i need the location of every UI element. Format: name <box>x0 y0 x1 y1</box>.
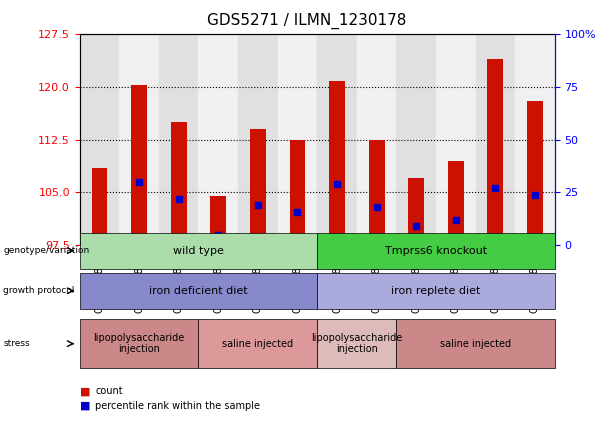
Text: saline injected: saline injected <box>440 339 511 349</box>
Bar <box>527 101 543 245</box>
Text: genotype/variation: genotype/variation <box>3 246 89 255</box>
Text: GDS5271 / ILMN_1230178: GDS5271 / ILMN_1230178 <box>207 13 406 29</box>
Bar <box>476 34 515 245</box>
Text: Tmprss6 knockout: Tmprss6 knockout <box>385 246 487 255</box>
Bar <box>487 58 503 245</box>
Text: iron deficient diet: iron deficient diet <box>149 286 248 296</box>
Bar <box>368 140 384 245</box>
Bar <box>80 34 120 245</box>
Bar <box>408 179 424 245</box>
Bar <box>329 81 345 245</box>
Bar <box>131 85 147 245</box>
Bar <box>159 34 199 245</box>
Text: percentile rank within the sample: percentile rank within the sample <box>95 401 260 411</box>
Bar <box>515 34 555 245</box>
Text: saline injected: saline injected <box>223 339 294 349</box>
Bar <box>210 196 226 245</box>
Text: growth protocol: growth protocol <box>3 286 74 295</box>
Bar <box>397 34 436 245</box>
Bar <box>318 34 357 245</box>
Text: stress: stress <box>3 339 29 348</box>
Text: lipopolysaccharide
injection: lipopolysaccharide injection <box>311 333 403 354</box>
Bar <box>250 129 266 245</box>
Text: ■: ■ <box>80 401 90 411</box>
Bar <box>357 34 397 245</box>
Text: ■: ■ <box>80 386 90 396</box>
Text: count: count <box>95 386 123 396</box>
Bar <box>91 168 107 245</box>
Text: iron replete diet: iron replete diet <box>391 286 481 296</box>
Bar <box>120 34 159 245</box>
Bar <box>171 122 186 245</box>
Text: wild type: wild type <box>173 246 224 255</box>
Text: lipopolysaccharide
injection: lipopolysaccharide injection <box>93 333 185 354</box>
Bar <box>238 34 278 245</box>
Bar <box>289 140 305 245</box>
Bar <box>278 34 318 245</box>
Bar <box>448 161 463 245</box>
Bar <box>436 34 476 245</box>
Bar <box>199 34 238 245</box>
